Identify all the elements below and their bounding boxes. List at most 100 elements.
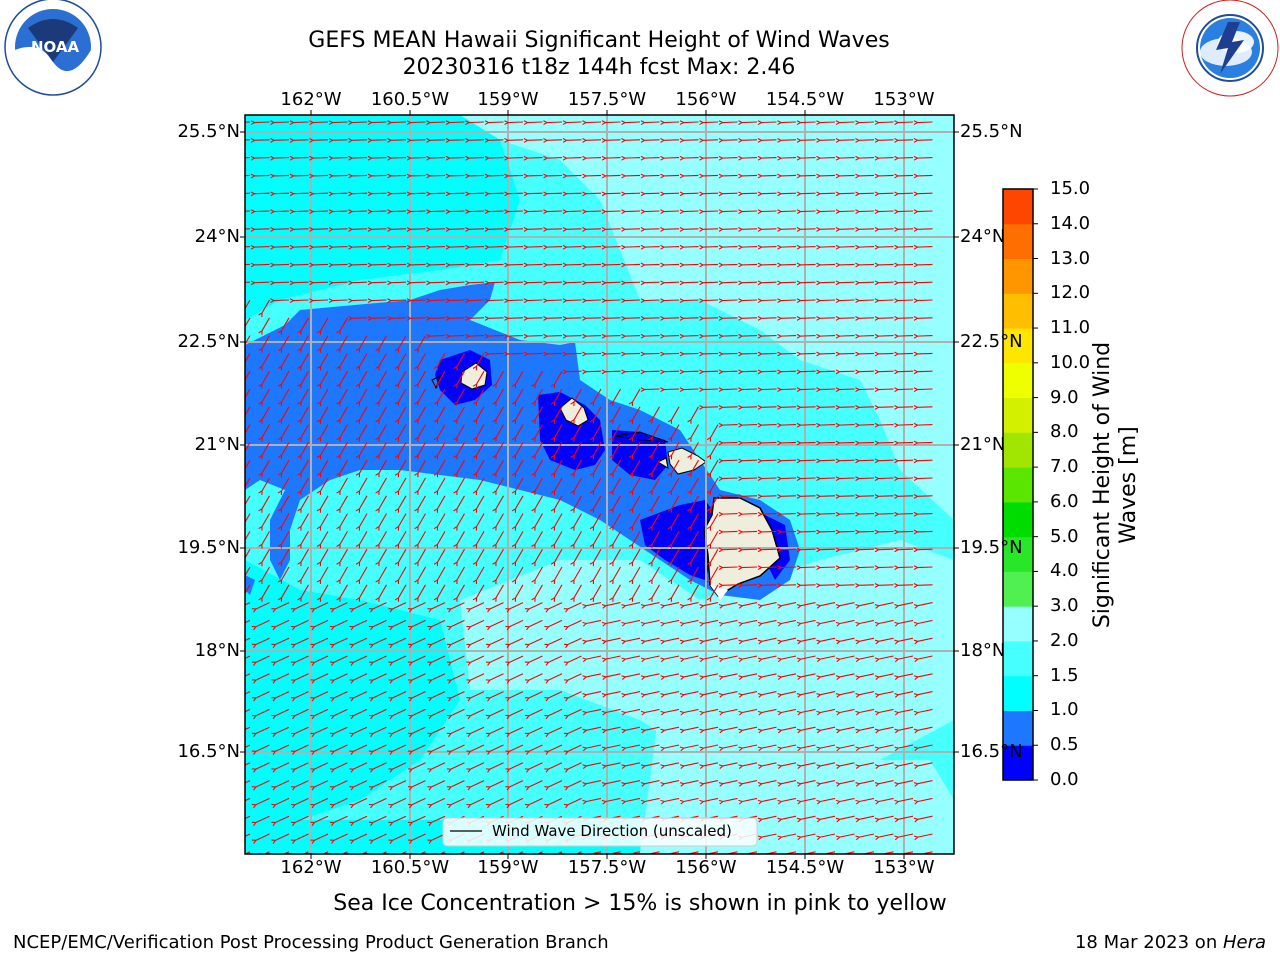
wave-arrow-head	[621, 746, 626, 749]
wave-arrow-head	[311, 626, 315, 631]
wave-arrow-head	[277, 508, 282, 512]
wave-arrow-head	[679, 369, 684, 373]
wave-arrow	[917, 815, 933, 820]
wave-arrow	[625, 619, 641, 625]
wave-arrow-head	[601, 369, 606, 373]
wave-arrow-head	[504, 333, 509, 337]
wave-arrow-head	[448, 626, 452, 631]
wave-arrow	[624, 228, 641, 230]
wave-arrow-head	[913, 693, 918, 696]
wave-arrow-head	[328, 246, 333, 250]
wave-arrow	[554, 370, 563, 385]
wave-arrow-head	[601, 764, 606, 767]
wave-arrow-head	[258, 454, 263, 458]
wave-arrow-head	[706, 526, 711, 530]
wave-arrow-head	[562, 244, 567, 248]
wave-arrow-head	[706, 508, 711, 512]
wave-arrow-head	[367, 175, 372, 179]
wave-arrow-head	[757, 157, 762, 161]
wave-arrow-head	[816, 460, 821, 464]
wave-arrow	[780, 530, 797, 533]
wave-arrow-head	[757, 228, 762, 232]
wave-arrow-head	[797, 605, 802, 609]
wave-arrow-head	[699, 209, 704, 213]
wave-arrow	[548, 619, 563, 628]
wave-arrow-head	[426, 228, 431, 232]
wave-arrow-head	[367, 317, 372, 321]
wave-arrow	[780, 246, 797, 248]
wave-arrow-head	[311, 840, 315, 844]
wave-arrow-head	[523, 138, 528, 141]
wave-arrow-head	[680, 640, 685, 645]
wave-arrow	[683, 797, 699, 803]
lat-label-right: 19.5°N	[960, 537, 1023, 558]
wave-arrow-head	[621, 371, 626, 375]
wave-arrow-head	[816, 529, 821, 533]
wave-arrow-head	[699, 405, 704, 408]
wave-arrow-head	[336, 419, 341, 423]
wave-arrow	[489, 780, 504, 788]
wave-arrow	[489, 762, 504, 770]
wave-arrow-head	[894, 728, 899, 731]
wave-arrow-head	[777, 244, 782, 248]
wave-arrow-head	[375, 348, 380, 352]
wave-arrow	[294, 833, 309, 841]
wave-arrow	[390, 246, 407, 248]
wave-arrow-head	[565, 804, 569, 809]
wave-arrow-head	[504, 191, 509, 195]
wave-arrow	[449, 228, 465, 230]
wave-arrow-head	[316, 348, 321, 352]
wave-arrow-head	[913, 155, 918, 159]
wave-arrow	[488, 121, 504, 124]
wave-arrow-head	[387, 282, 392, 286]
wave-arrow-head	[835, 422, 840, 426]
wave-arrow-head	[718, 335, 723, 339]
wave-arrow-head	[487, 626, 491, 631]
wave-arrow	[332, 263, 348, 266]
wave-arrow	[917, 673, 933, 678]
wave-arrow-head	[679, 621, 684, 625]
wave-arrow-head	[894, 817, 899, 820]
wave-arrow-head	[292, 644, 296, 649]
wave-arrow	[683, 370, 699, 373]
wave-arrow-head	[894, 746, 899, 749]
wave-arrow	[419, 851, 426, 854]
wave-arrow-head	[699, 605, 704, 609]
wave-arrow-head	[679, 282, 684, 286]
wave-arrow-head	[387, 280, 392, 284]
wave-arrow-head	[777, 193, 782, 197]
wave-arrow	[294, 673, 309, 681]
wave-arrow	[742, 797, 758, 803]
wave-arrow	[437, 513, 446, 527]
wave-arrow-head	[582, 333, 587, 337]
wave-arrow	[507, 299, 524, 302]
wave-arrow-head	[394, 472, 399, 476]
wave-arrow-head	[757, 495, 762, 499]
wave-arrow-head	[718, 511, 723, 515]
wave-arrow-head	[232, 212, 235, 214]
wave-arrow-head	[855, 623, 860, 627]
wave-arrow-head	[874, 371, 879, 375]
wave-arrow-head	[913, 728, 918, 731]
wave-arrow	[320, 353, 329, 367]
wave-arrow	[839, 708, 855, 714]
wave-arrow-head	[426, 246, 431, 250]
wave-arrow-head	[894, 476, 899, 480]
wave-arrow-head	[796, 639, 801, 642]
wave-arrow	[663, 228, 680, 230]
wave-arrow-head	[777, 694, 782, 698]
wave-arrow	[489, 602, 504, 610]
wave-arrow	[917, 406, 933, 408]
wave-arrow	[898, 815, 914, 820]
wave-arrow-head	[426, 122, 431, 126]
wave-arrow-head	[253, 822, 257, 827]
wave-arrow-head	[492, 401, 497, 405]
wave-arrow-head	[582, 799, 587, 803]
wave-arrow	[548, 691, 563, 699]
wave-arrow	[800, 513, 816, 515]
wave-arrow	[378, 459, 387, 474]
wave-arrow-head	[913, 621, 918, 625]
wave-arrow-head	[679, 280, 684, 284]
wave-arrow	[509, 797, 524, 806]
wave-arrow-head	[699, 694, 704, 698]
